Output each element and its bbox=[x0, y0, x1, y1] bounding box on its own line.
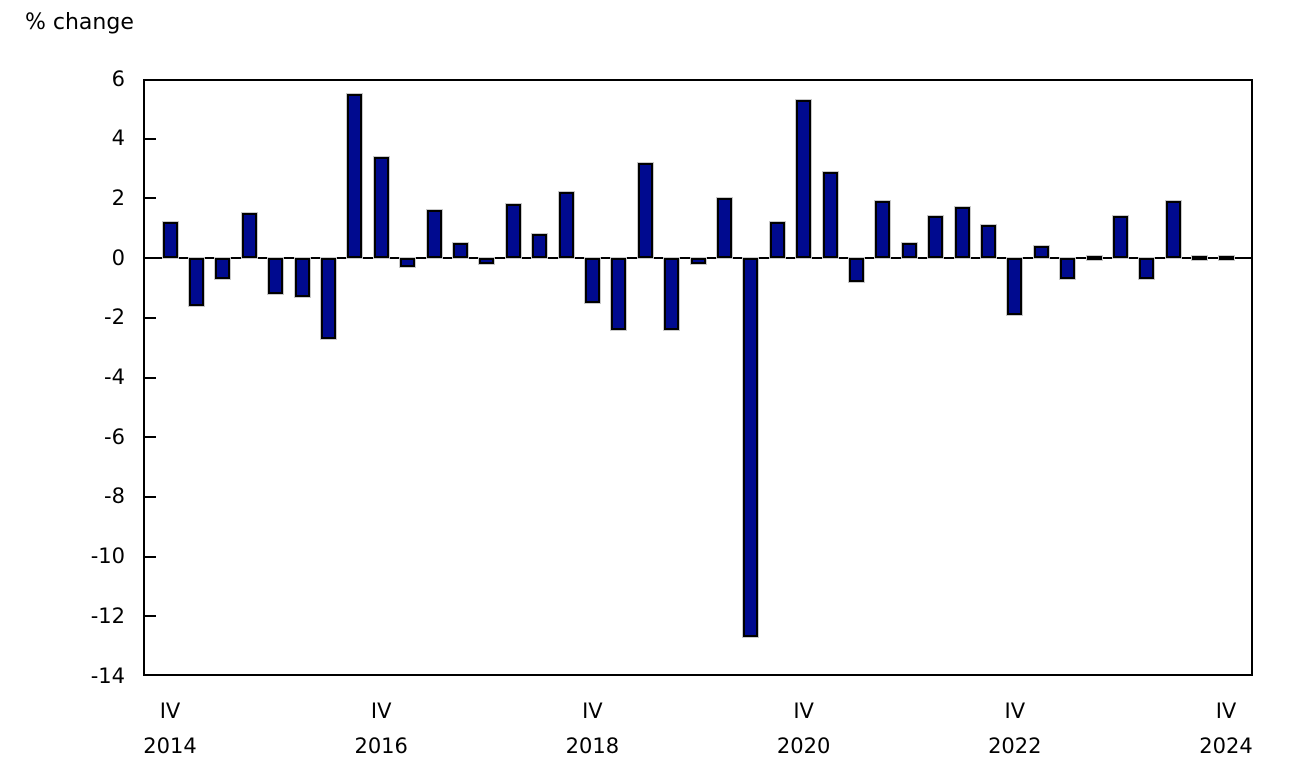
bar bbox=[743, 258, 759, 638]
bar bbox=[875, 201, 891, 259]
bar bbox=[1165, 201, 1181, 259]
bar bbox=[426, 210, 442, 259]
bar bbox=[901, 243, 917, 259]
y-tick-mark bbox=[143, 436, 156, 439]
y-tick-label: -4 bbox=[104, 365, 125, 389]
y-tick-label: 2 bbox=[111, 185, 125, 210]
bar bbox=[241, 213, 257, 259]
bar bbox=[954, 207, 970, 259]
y-tick-mark bbox=[143, 495, 156, 498]
y-tick-mark bbox=[143, 615, 156, 618]
y-tick-mark bbox=[143, 555, 156, 558]
bar bbox=[505, 204, 521, 259]
bar bbox=[294, 258, 310, 297]
bar bbox=[611, 258, 627, 330]
x-tick-quarter-label: IV bbox=[1215, 699, 1237, 723]
y-tick-label: 0 bbox=[111, 245, 125, 270]
plot-area bbox=[143, 79, 1253, 676]
bar bbox=[268, 258, 284, 294]
bar bbox=[320, 258, 336, 339]
bar bbox=[347, 93, 363, 259]
y-tick-label: 6 bbox=[111, 66, 125, 91]
x-tick-year-label: 2024 bbox=[1199, 734, 1253, 758]
x-tick-quarter-label: IV bbox=[159, 699, 181, 723]
x-tick-year-label: 2020 bbox=[776, 734, 831, 758]
bar bbox=[188, 258, 204, 306]
bar bbox=[1139, 258, 1155, 279]
bar bbox=[848, 258, 864, 282]
bar bbox=[584, 258, 600, 303]
chart-title: % change bbox=[25, 10, 134, 35]
bar bbox=[690, 258, 706, 265]
y-tick-mark bbox=[143, 137, 156, 140]
x-tick-year-label: 2016 bbox=[354, 734, 408, 758]
bar bbox=[162, 222, 178, 259]
y-tick-label: -14 bbox=[90, 663, 125, 688]
bar bbox=[373, 156, 389, 259]
bar bbox=[637, 162, 653, 259]
bar bbox=[532, 234, 548, 259]
y-tick-label: -12 bbox=[90, 603, 125, 628]
bar bbox=[796, 99, 812, 259]
x-tick-quarter-label: IV bbox=[1004, 699, 1026, 723]
y-tick-mark bbox=[143, 316, 156, 319]
y-tick-mark bbox=[143, 197, 156, 200]
y-tick-label: -10 bbox=[90, 544, 125, 569]
bar bbox=[1192, 256, 1208, 261]
x-tick-quarter-label: IV bbox=[793, 699, 814, 723]
bar bbox=[928, 216, 944, 259]
x-tick-quarter-label: IV bbox=[582, 699, 603, 723]
bar bbox=[664, 258, 680, 330]
bar bbox=[1007, 258, 1023, 315]
x-tick-year-label: 2018 bbox=[565, 734, 620, 758]
y-tick-label: -8 bbox=[104, 484, 125, 509]
y-tick-label: -6 bbox=[104, 424, 125, 449]
bar bbox=[452, 243, 468, 259]
bar bbox=[716, 198, 732, 259]
bar bbox=[980, 225, 996, 259]
bar bbox=[822, 171, 838, 259]
x-tick-year-label: 2022 bbox=[988, 734, 1042, 758]
bar bbox=[479, 258, 495, 265]
bar bbox=[769, 222, 785, 259]
bar bbox=[1218, 256, 1234, 261]
bar bbox=[558, 192, 574, 259]
y-tick-label: -2 bbox=[104, 305, 125, 330]
y-tick-label: 4 bbox=[111, 126, 125, 151]
bar bbox=[1033, 246, 1049, 259]
bar bbox=[1086, 256, 1102, 261]
x-tick-quarter-label: IV bbox=[370, 699, 392, 723]
bar bbox=[400, 258, 416, 268]
bar bbox=[215, 258, 231, 279]
bar bbox=[1060, 258, 1076, 279]
bar bbox=[1112, 216, 1128, 259]
y-tick-mark bbox=[143, 376, 156, 379]
x-tick-year-label: 2014 bbox=[143, 734, 197, 758]
